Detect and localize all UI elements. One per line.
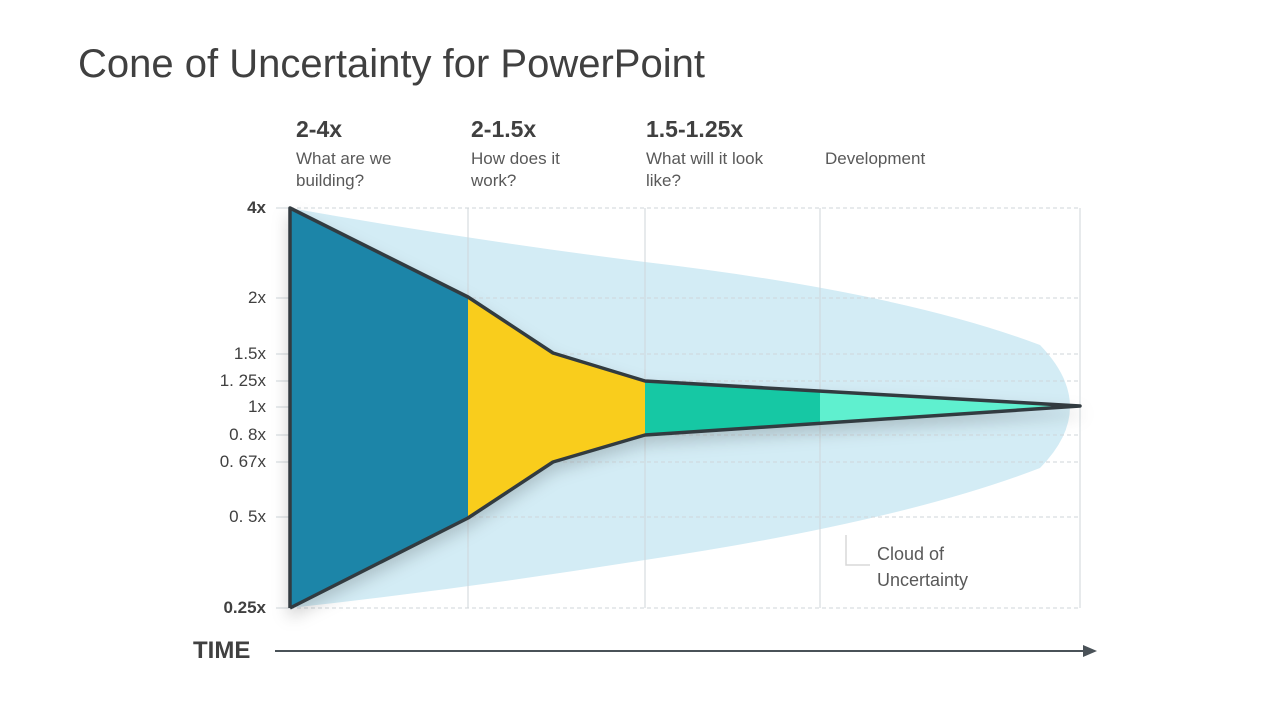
cloud-label: Cloud of Uncertainty bbox=[877, 544, 969, 590]
phase-description: What will it look like? bbox=[646, 149, 764, 190]
phase-headline: 1.5-1.25x bbox=[646, 116, 744, 142]
y-label: 0. 5x bbox=[229, 507, 266, 526]
phase-4-area bbox=[820, 391, 1080, 423]
phase-description: Development bbox=[825, 149, 926, 168]
cone-outline bbox=[288, 206, 1082, 610]
phase-3-area bbox=[645, 381, 820, 435]
slide-title: Cone of Uncertainty for PowerPoint bbox=[78, 42, 705, 86]
y-label: 1x bbox=[248, 397, 266, 416]
phase-2-area bbox=[468, 297, 645, 518]
phase-headline: 2-1.5x bbox=[471, 116, 537, 142]
y-label: 2x bbox=[248, 288, 266, 307]
y-label: 0.25x bbox=[223, 598, 266, 617]
cone bbox=[288, 206, 1082, 610]
y-label: 1.5x bbox=[233, 344, 266, 363]
cloud-label-leader bbox=[845, 535, 870, 566]
y-label: 0. 8x bbox=[229, 425, 266, 444]
y-label: 0. 67x bbox=[219, 452, 266, 471]
phase-headline: 2-4x bbox=[296, 116, 343, 142]
phase-1-area bbox=[290, 208, 468, 608]
y-label: 1. 25x bbox=[219, 371, 266, 390]
y-label: 4x bbox=[247, 198, 266, 217]
time-label: TIME bbox=[193, 637, 251, 664]
time-arrow-head bbox=[1083, 645, 1097, 657]
phase-description: What are we building? bbox=[296, 149, 392, 190]
phase-description: How does it work? bbox=[471, 149, 560, 190]
